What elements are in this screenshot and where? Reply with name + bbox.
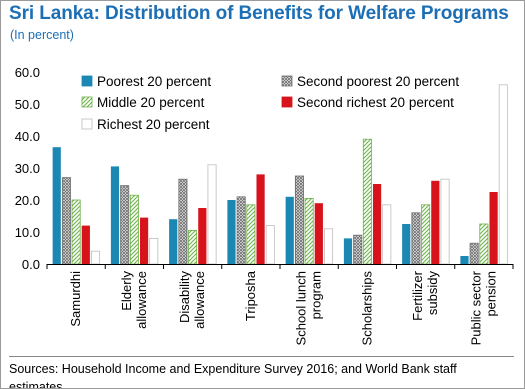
bar-second-poorest-20-percent [120,185,130,265]
legend-swatch [281,96,293,108]
source-note: Sources: Household Income and Expenditur… [9,362,457,389]
x-axis: Samurdhi Elderly allowance Disability allowa… [46,264,514,346]
bar-middle-20-percent [479,223,489,265]
bar-richest-20-percent [265,225,275,265]
bar-poorest-20-percent [285,196,294,264]
bar-richest-20-percent [207,164,217,265]
bar-poorest-20-percent [169,219,178,264]
y-tick-label: 40.0 [15,129,40,144]
chart-subtitle: (In percent) [10,28,74,42]
bar-second-richest-20-percent [372,184,382,264]
bar-chart: 0.0 10.0 20.0 30.0 40.0 50.0 60.0 Samurdhi Elde… [15,65,514,346]
bar-middle-20-percent [71,199,81,265]
bar-second-poorest-20-percent [294,175,304,265]
bar-poorest-20-percent [52,147,61,264]
bar-poorest-20-percent [460,256,469,264]
legend-label: Richest 20 percent [97,117,210,132]
legend-swatch [81,118,93,130]
legend-label: Poorest 20 percent [97,74,211,89]
x-category-label: allowance [192,271,207,329]
y-tick-label: 10.0 [15,225,40,240]
bar-poorest-20-percent [110,166,120,264]
legend-label: Middle 20 percent [97,95,205,110]
x-category-label: Triposha [243,270,258,321]
bar-second-richest-20-percent [431,180,440,264]
bar-second-poorest-20-percent [411,212,421,265]
bar-second-richest-20-percent [314,203,323,264]
bar-richest-20-percent [324,228,334,265]
y-tick-label: 0.0 [22,257,40,272]
bars-group [52,84,508,265]
bar-second-poorest-20-percent [469,242,479,265]
bar-middle-20-percent [362,138,372,265]
legend-swatch [81,96,93,108]
x-category-label: subsidy [425,271,440,316]
y-axis: 0.0 10.0 20.0 30.0 40.0 50.0 60.0 [15,65,40,272]
legend-label: Second poorest 20 percent [297,74,459,89]
y-tick-label: 50.0 [15,97,40,112]
bar-second-poorest-20-percent [61,177,71,265]
bar-richest-20-percent [382,204,392,265]
bar-poorest-20-percent [227,200,236,264]
bar-second-richest-20-percent [81,225,90,264]
bar-middle-20-percent [129,194,139,265]
bar-second-richest-20-percent [198,208,207,264]
bar-second-poorest-20-percent [236,196,246,265]
bar-second-richest-20-percent [139,217,149,264]
bar-richest-20-percent [149,237,159,265]
y-tick-label: 30.0 [15,161,40,176]
x-category-label: Disability [177,271,192,324]
bar-second-richest-20-percent [489,192,498,264]
bar-second-poorest-20-percent [353,234,363,265]
bar-second-poorest-20-percent [178,178,188,265]
legend-swatch [81,75,93,87]
bar-poorest-20-percent [343,238,353,264]
bar-middle-20-percent [188,229,198,265]
x-category-label: pension [483,271,498,317]
bar-poorest-20-percent [402,224,411,264]
bar-middle-20-percent [246,204,256,265]
legend-swatch [281,75,293,87]
chart-title: Sri Lanka: Distribution of Benefits for … [9,3,509,24]
x-category-label: program [309,271,324,319]
x-category-label: allowance [134,271,149,329]
legend: Poorest 20 percent Second poorest 20 perc… [81,74,459,132]
legend-label: Second richest 20 percent [297,95,454,110]
bar-richest-20-percent [440,178,450,265]
x-category-label: Public sector [468,270,483,345]
bar-middle-20-percent [304,197,314,265]
x-category-label: School lunch [294,271,309,345]
y-tick-label: 20.0 [15,193,40,208]
bar-second-richest-20-percent [256,174,265,264]
bar-middle-20-percent [421,204,431,265]
x-category-label: Scholarships [359,271,374,346]
source-divider [9,356,514,357]
x-category-label: Samurdhi [68,271,83,327]
x-category-label: Fertilizer [410,270,425,321]
bar-richest-20-percent [498,84,508,265]
x-category-label: Elderly [119,271,134,311]
y-tick-label: 60.0 [15,65,40,80]
bar-richest-20-percent [91,250,101,265]
